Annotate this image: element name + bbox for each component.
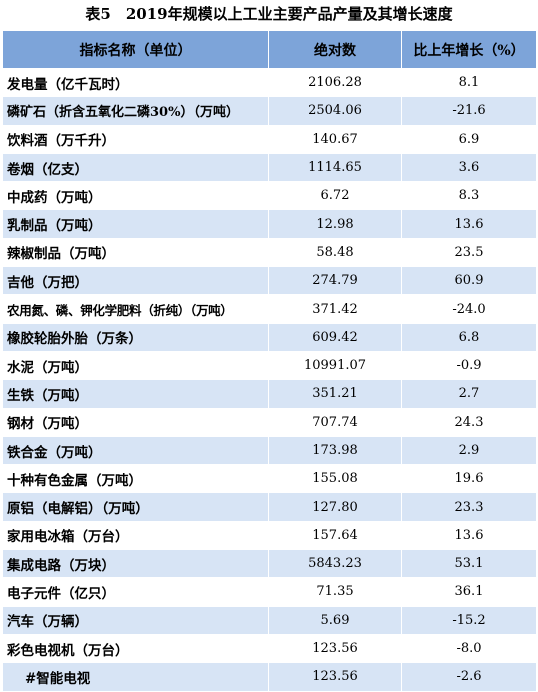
- table-row: 原铝（电解铝）（万吨） 127.80 23.3: [2, 492, 537, 522]
- header-indicator: 指标名称（单位）: [2, 30, 269, 69]
- row-name: 卷烟（亿支）: [2, 152, 269, 183]
- table-row: 汽车（万辆） 5.69 -15.2: [2, 605, 537, 635]
- table-row: 铁合金（万吨） 173.98 2.9: [2, 435, 537, 466]
- row-value: 10991.07: [268, 350, 402, 381]
- table-row: 发电量（亿千瓦时） 2106.28 8.1: [2, 67, 537, 98]
- row-name: 饮料酒（万千升）: [2, 124, 269, 154]
- table-row: 磷矿石（折含五氧化二磷30%）（万吨） 2504.06 -21.6: [2, 96, 537, 126]
- row-growth: 3.6: [401, 152, 537, 183]
- table-row: 橡胶轮胎外胎（万条） 609.42 6.8: [2, 322, 537, 352]
- table-row: 家用电冰箱（万台） 157.64 13.6: [2, 520, 537, 551]
- row-growth: 23.5: [401, 237, 537, 268]
- row-name: 橡胶轮胎外胎（万条）: [2, 322, 269, 352]
- table-row: 中成药（万吨） 6.72 8.3: [2, 181, 537, 211]
- row-value: 707.74: [268, 407, 402, 437]
- row-value: 140.67: [268, 124, 402, 154]
- row-growth: 2.9: [401, 435, 537, 466]
- row-growth: -0.9: [401, 350, 537, 381]
- row-growth: 2.7: [401, 379, 537, 409]
- row-value: 127.80: [268, 492, 402, 522]
- row-growth: 36.1: [401, 577, 537, 607]
- table-row: 生铁（万吨） 351.21 2.7: [2, 379, 537, 409]
- table-title: 表5 2019年规模以上工业主要产品产量及其增长速度: [85, 5, 453, 23]
- row-value: 5843.23: [268, 549, 402, 579]
- row-growth: -15.2: [401, 605, 537, 635]
- table-row: 农用氮、磷、钾化学肥料（折纯）（万吨） 371.42 -24.0: [2, 294, 537, 324]
- table-row: 彩色电视机（万台） 123.56 -8.0: [2, 633, 537, 664]
- row-growth: 19.6: [401, 464, 537, 494]
- row-name: 发电量（亿千瓦时）: [2, 67, 269, 98]
- table-row: 辣椒制品（万吨） 58.48 23.5: [2, 237, 537, 268]
- row-name: 农用氮、磷、钾化学肥料（折纯）（万吨）: [2, 294, 269, 324]
- row-value: 12.98: [268, 209, 402, 239]
- table-row: 十种有色金属（万吨） 155.08 19.6: [2, 464, 537, 494]
- row-growth: 8.1: [401, 67, 537, 98]
- row-name: 电子元件（亿只）: [2, 577, 269, 607]
- row-name: 辣椒制品（万吨）: [2, 237, 269, 268]
- table-row: 吉他（万把） 274.79 60.9: [2, 266, 537, 296]
- row-growth: -8.0: [401, 633, 537, 664]
- table-row: 钢材（万吨） 707.74 24.3: [2, 407, 537, 437]
- row-name: 生铁（万吨）: [2, 379, 269, 409]
- table-row: 卷烟（亿支） 1114.65 3.6: [2, 152, 537, 183]
- table-row: 饮料酒（万千升） 140.67 6.9: [2, 124, 537, 154]
- row-value: 71.35: [268, 577, 402, 607]
- row-growth: 13.6: [401, 520, 537, 551]
- row-growth: 6.9: [401, 124, 537, 154]
- row-value: 173.98: [268, 435, 402, 466]
- row-value: 157.64: [268, 520, 402, 551]
- row-value: 274.79: [268, 266, 402, 296]
- row-value: 351.21: [268, 379, 402, 409]
- row-value: 58.48: [268, 237, 402, 268]
- row-name: 十种有色金属（万吨）: [2, 464, 269, 494]
- row-value: 1114.65: [268, 152, 402, 183]
- row-name: 乳制品（万吨）: [2, 209, 269, 239]
- row-name: 铁合金（万吨）: [2, 435, 269, 466]
- production-table: 指标名称（单位） 绝对数 比上年增长（%） 发电量（亿千瓦时） 2106.28 …: [2, 30, 537, 692]
- row-value: 6.72: [268, 181, 402, 211]
- row-growth: 53.1: [401, 549, 537, 579]
- row-name: 吉他（万把）: [2, 266, 269, 296]
- row-name: 家用电冰箱（万台）: [2, 520, 269, 551]
- row-growth: 8.3: [401, 181, 537, 211]
- header-growth: 比上年增长（%）: [401, 30, 537, 69]
- row-value: 155.08: [268, 464, 402, 494]
- row-growth: -21.6: [401, 96, 537, 126]
- table-row: 水泥（万吨） 10991.07 -0.9: [2, 350, 537, 381]
- row-name: 原铝（电解铝）（万吨）: [2, 492, 269, 522]
- row-value: 123.56: [268, 633, 402, 664]
- row-growth: 13.6: [401, 209, 537, 239]
- row-growth: 23.3: [401, 492, 537, 522]
- row-name: 彩色电视机（万台）: [2, 633, 269, 664]
- row-name: 集成电路（万块）: [2, 549, 269, 579]
- table-row: 乳制品（万吨） 12.98 13.6: [2, 209, 537, 239]
- row-value: 371.42: [268, 294, 402, 324]
- row-name: 汽车（万辆）: [2, 605, 269, 635]
- row-growth: 24.3: [401, 407, 537, 437]
- row-value: 2504.06: [268, 96, 402, 126]
- row-name: 中成药（万吨）: [2, 181, 269, 211]
- row-growth: 6.8: [401, 322, 537, 352]
- row-growth: -24.0: [401, 294, 537, 324]
- row-name: 水泥（万吨）: [2, 350, 269, 381]
- row-value: 5.69: [268, 605, 402, 635]
- row-name: 钢材（万吨）: [2, 407, 269, 437]
- row-value: 609.42: [268, 322, 402, 352]
- header-row: 指标名称（单位） 绝对数 比上年增长（%）: [2, 30, 537, 69]
- row-growth: 60.9: [401, 266, 537, 296]
- table-row: 集成电路（万块） 5843.23 53.1: [2, 549, 537, 579]
- table-row: 电子元件（亿只） 71.35 36.1: [2, 577, 537, 607]
- row-name: 磷矿石（折含五氧化二磷30%）（万吨）: [2, 96, 269, 126]
- header-absolute: 绝对数: [268, 30, 402, 69]
- row-value: 2106.28: [268, 67, 402, 98]
